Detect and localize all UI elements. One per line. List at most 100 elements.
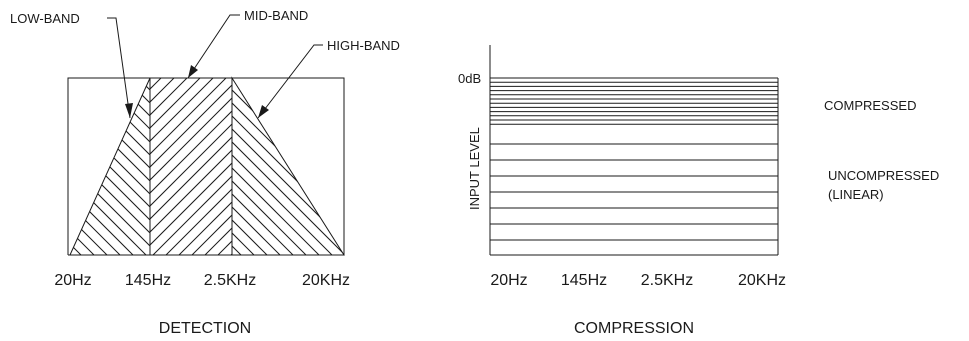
input-level-axis-label: INPUT LEVEL bbox=[467, 127, 482, 210]
hatch-line bbox=[266, 78, 344, 255]
hatch-line bbox=[150, 78, 232, 255]
hatch-line bbox=[225, 78, 232, 255]
mid-band-label: MID-BAND bbox=[244, 8, 308, 23]
hatch-line bbox=[232, 78, 344, 255]
hatch-line bbox=[198, 60, 398, 260]
hatch-line bbox=[232, 78, 260, 255]
hatch-line bbox=[232, 78, 344, 255]
compression-tick-2-5khz: 2.5KHz bbox=[641, 272, 693, 289]
hatch-line bbox=[173, 78, 232, 255]
hatch-line bbox=[232, 78, 325, 255]
hatch-line bbox=[239, 60, 439, 260]
compression-tick-20khz: 20KHz bbox=[738, 272, 786, 289]
hatch-line bbox=[232, 78, 344, 255]
linear-label: (LINEAR) bbox=[828, 187, 884, 202]
hatch-line bbox=[70, 78, 150, 255]
hatch-line bbox=[186, 78, 232, 255]
hatch-line bbox=[0, 60, 140, 260]
mid-band-shape bbox=[149, 77, 233, 256]
hatch-line bbox=[292, 78, 344, 255]
hatch-line bbox=[70, 78, 150, 255]
mid-band-arrowhead bbox=[188, 65, 198, 78]
hatch-line bbox=[150, 78, 232, 255]
hatch-line bbox=[70, 78, 74, 255]
hatch-line bbox=[70, 78, 150, 255]
compression-tick-20hz: 20Hz bbox=[490, 272, 527, 289]
mid-band-leader bbox=[187, 14, 240, 79]
hatch-line bbox=[93, 78, 150, 255]
compression-tick-145hz: 145Hz bbox=[561, 272, 607, 289]
hatch-line bbox=[0, 60, 60, 260]
uncompressed-label: UNCOMPRESSED bbox=[828, 168, 939, 183]
high-band-shape bbox=[231, 76, 345, 256]
hatch-line bbox=[159, 60, 359, 260]
low-band-leader bbox=[107, 17, 131, 119]
hatch-line bbox=[224, 60, 424, 260]
hatch-line bbox=[291, 60, 491, 260]
hatch-line bbox=[70, 78, 150, 255]
hatch-line bbox=[70, 78, 150, 255]
detection-caption: DETECTION bbox=[159, 320, 251, 337]
hatch-line bbox=[150, 78, 167, 255]
hatch-line bbox=[232, 78, 338, 255]
hatch-line bbox=[160, 78, 232, 255]
hatch-line bbox=[150, 78, 219, 255]
hatch-line bbox=[150, 78, 193, 255]
hatch-line bbox=[278, 60, 478, 260]
hatch-line bbox=[232, 78, 286, 255]
hatch-line bbox=[232, 78, 234, 255]
compressed-label: COMPRESSED bbox=[824, 98, 916, 113]
low-band-arrowhead bbox=[125, 103, 133, 118]
hatch-line bbox=[150, 78, 232, 255]
compression-caption: COMPRESSION bbox=[574, 320, 694, 337]
input-level-lines bbox=[490, 77, 778, 241]
hatch-line bbox=[150, 78, 206, 255]
hatch-line bbox=[150, 78, 232, 255]
zero-db-label: 0dB bbox=[458, 71, 481, 86]
hatch-line bbox=[263, 60, 463, 260]
hatch-line bbox=[279, 78, 344, 255]
detection-tick-20khz: 20KHz bbox=[302, 272, 350, 289]
hatch-line bbox=[70, 78, 87, 255]
hatch-line bbox=[80, 78, 150, 255]
hatch-line bbox=[237, 60, 437, 260]
hatch-line bbox=[252, 60, 452, 260]
hatch-line bbox=[150, 78, 232, 255]
hatch-line bbox=[232, 78, 344, 255]
hatch-line bbox=[276, 60, 476, 260]
hatch-line bbox=[150, 78, 232, 255]
hatch-line bbox=[150, 78, 232, 255]
hatch-line bbox=[150, 78, 232, 255]
hatch-line bbox=[232, 78, 299, 255]
hatch-line bbox=[232, 78, 312, 255]
hatch-line bbox=[70, 78, 126, 255]
hatch-line bbox=[70, 78, 100, 255]
hatch-line bbox=[150, 78, 154, 255]
low-band-label: LOW-BAND bbox=[10, 11, 80, 26]
hatch-line bbox=[70, 78, 150, 255]
mid-band-hatch bbox=[0, 60, 491, 260]
hatch-line bbox=[199, 78, 232, 255]
hatch-line bbox=[185, 60, 385, 260]
hatch-line bbox=[106, 78, 150, 255]
hatch-line bbox=[232, 78, 344, 255]
hatch-line bbox=[70, 78, 139, 255]
compression-panel: 0dB INPUT LEVEL COMPRESSED UNCOMPRESSED … bbox=[458, 45, 939, 337]
hatch-line bbox=[232, 78, 247, 255]
hatch-line bbox=[145, 78, 150, 255]
hatch-line bbox=[240, 78, 344, 255]
detection-tick-2-5khz: 2.5KHz bbox=[204, 272, 256, 289]
hatch-line bbox=[132, 78, 150, 255]
hatch-line bbox=[70, 78, 150, 255]
hatch-line bbox=[211, 60, 411, 260]
high-band-leader bbox=[257, 44, 323, 119]
hatch-line bbox=[150, 78, 232, 255]
hatch-line bbox=[315, 60, 515, 260]
hatch-line bbox=[289, 60, 489, 260]
hatch-line bbox=[212, 78, 232, 255]
hatch-line bbox=[70, 78, 150, 255]
hatch-line bbox=[150, 78, 232, 255]
high-band-label: HIGH-BAND bbox=[327, 38, 400, 53]
hatch-line bbox=[20, 60, 220, 260]
